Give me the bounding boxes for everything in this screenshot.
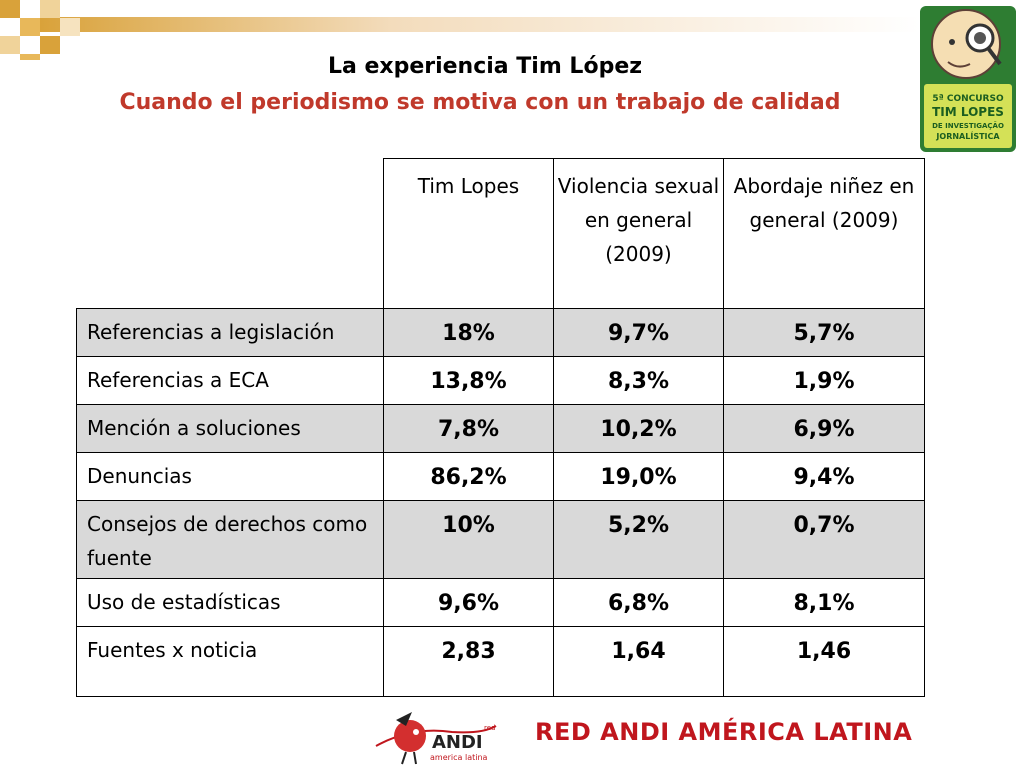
column-header: Violencia sexual en general (2009): [553, 158, 724, 309]
row-label: Referencias a legislación: [76, 308, 384, 357]
table-row: Consejos de derechos como fuente 10% 5,2…: [76, 500, 925, 579]
table-row: Fuentes x noticia 2,83 1,64 1,46: [76, 626, 925, 697]
table-cell: 0,7%: [723, 500, 925, 579]
row-label: Denuncias: [76, 452, 384, 501]
table-cell: 10,2%: [553, 404, 724, 453]
table-cell: 13,8%: [383, 356, 554, 405]
row-label: Referencias a ECA: [76, 356, 384, 405]
column-header: Tim Lopes: [383, 158, 554, 309]
header-decoration: [0, 0, 1024, 60]
row-label: Fuentes x noticia: [76, 626, 384, 697]
red-andi-bird-logo-icon: red ANDI america latina: [375, 712, 497, 765]
row-label: Uso de estadísticas: [76, 578, 384, 627]
table-header-row: Tim Lopes Violencia sexual en general (2…: [76, 158, 925, 309]
table-cell: 1,9%: [723, 356, 925, 405]
table-row: Referencias a ECA 13,8% 8,3% 1,9%: [76, 356, 925, 405]
header-gradient-bar: [40, 17, 920, 32]
deco-square: [60, 18, 80, 36]
page-subtitle: Cuando el periodismo se motiva con un tr…: [119, 90, 841, 115]
table-cell: 1,64: [553, 626, 724, 697]
table-cell: 9,4%: [723, 452, 925, 501]
table-cell: 5,2%: [553, 500, 724, 579]
table-cell: 1,46: [723, 626, 925, 697]
deco-square: [40, 36, 60, 54]
deco-square: [20, 54, 40, 60]
table-cell: 18%: [383, 308, 554, 357]
table-cell: 9,6%: [383, 578, 554, 627]
logo-line: TIM LOPES: [932, 105, 1004, 119]
logo-text: america latina: [430, 753, 488, 762]
page-title: La experiencia Tim López: [327, 54, 643, 79]
row-label: Consejos de derechos como fuente: [76, 500, 384, 579]
table-cell: 2,83: [383, 626, 554, 697]
deco-square: [0, 36, 20, 54]
table-cell: 5,7%: [723, 308, 925, 357]
footer-text: RED ANDI AMÉRICA LATINA: [535, 718, 913, 746]
logo-line: 5ª CONCURSO: [932, 94, 1004, 104]
tim-lopes-contest-logo-icon: 5ª CONCURSO TIM LOPES DE INVESTIGAÇÃO JO…: [920, 6, 1016, 152]
table-cell: 8,1%: [723, 578, 925, 627]
table-row: Mención a soluciones 7,8% 10,2% 6,9%: [76, 404, 925, 453]
comparison-table: Tim Lopes Violencia sexual en general (2…: [76, 158, 925, 697]
logo-line: JORNALÍSTICA: [935, 130, 1000, 141]
logo-line: DE INVESTIGAÇÃO: [932, 121, 1004, 130]
deco-square: [20, 18, 40, 36]
deco-square: [0, 0, 20, 18]
table-row: Referencias a legislación 18% 9,7% 5,7%: [76, 308, 925, 357]
table-corner-cell: [76, 158, 384, 309]
logo-text: red: [484, 724, 495, 732]
table-cell: 6,8%: [553, 578, 724, 627]
table-cell: 9,7%: [553, 308, 724, 357]
logo-text: ANDI: [432, 732, 483, 753]
table-row: Uso de estadísticas 9,6% 6,8% 8,1%: [76, 578, 925, 627]
row-label: Mención a soluciones: [76, 404, 384, 453]
table-cell: 86,2%: [383, 452, 554, 501]
table-cell: 7,8%: [383, 404, 554, 453]
table-cell: 10%: [383, 500, 554, 579]
column-header: Abordaje niñez en general (2009): [723, 158, 925, 309]
table-cell: 19,0%: [553, 452, 724, 501]
table-cell: 8,3%: [553, 356, 724, 405]
table-row: Denuncias 86,2% 19,0% 9,4%: [76, 452, 925, 501]
deco-square: [40, 0, 60, 18]
table-cell: 6,9%: [723, 404, 925, 453]
